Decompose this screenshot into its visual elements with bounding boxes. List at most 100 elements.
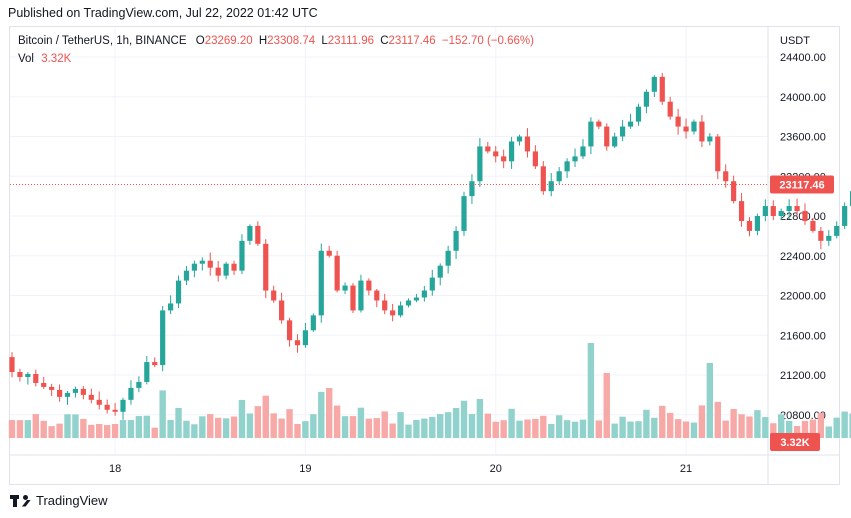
candle-body xyxy=(834,225,840,236)
volume-bar xyxy=(72,414,79,438)
volume-bar xyxy=(16,420,24,438)
volume-bar xyxy=(706,363,714,438)
legend-symbol: Bitcoin / TetherUS, 1h, BINANCE xyxy=(18,35,187,47)
volume-bar xyxy=(714,401,721,438)
legend-close-value: 23117.46 xyxy=(388,35,436,47)
volume-bar xyxy=(8,420,16,438)
volume-bar xyxy=(500,420,507,438)
volume-bar xyxy=(421,418,428,438)
volume-bar xyxy=(381,411,388,438)
volume-bar xyxy=(48,426,55,438)
volume-bar xyxy=(492,421,499,438)
candle-body xyxy=(72,388,79,393)
legend-low-label: L xyxy=(321,35,328,47)
volume-bar xyxy=(326,388,333,438)
chart-frame xyxy=(9,26,840,485)
volume-bar xyxy=(849,413,851,438)
volume-bar xyxy=(801,420,809,438)
volume-bar xyxy=(294,424,301,438)
volume-bar xyxy=(508,408,515,438)
candle-body xyxy=(477,146,483,182)
candle-body xyxy=(207,260,213,268)
volume-bar xyxy=(56,423,63,438)
candle-body xyxy=(152,362,158,366)
volume-bar xyxy=(119,419,127,438)
candle-body xyxy=(366,280,372,291)
volume-bar xyxy=(270,413,277,438)
candle-body xyxy=(588,121,594,147)
candle-body xyxy=(247,225,253,241)
legend-open-value: 23269.20 xyxy=(204,35,253,47)
candle-body xyxy=(255,225,261,244)
candle-body xyxy=(271,290,277,301)
candle-body xyxy=(191,263,197,271)
candle-body xyxy=(310,315,316,331)
candle-body xyxy=(596,121,602,127)
volume-bar xyxy=(389,423,396,438)
legend-change: −152.70 (−0.66%) xyxy=(441,35,534,47)
candle-body xyxy=(215,267,221,276)
volume-bar xyxy=(167,419,174,438)
candle-body xyxy=(580,146,586,157)
volume-bar xyxy=(825,426,832,438)
candle-body xyxy=(17,372,23,377)
volume-bar xyxy=(682,421,690,438)
volume-bar xyxy=(778,414,785,438)
candle-body xyxy=(715,136,721,172)
volume-bar xyxy=(397,412,404,438)
candle-body xyxy=(469,181,475,197)
volume-bar xyxy=(690,422,698,438)
candle-body xyxy=(485,146,491,152)
volume-bar xyxy=(595,420,603,438)
candle-body xyxy=(612,136,618,147)
candle-body xyxy=(778,211,784,216)
x-tick-label: 19 xyxy=(299,463,311,475)
candle-body xyxy=(199,260,205,264)
volume-bar xyxy=(88,424,95,438)
volume-bar xyxy=(318,391,325,438)
volume-bar xyxy=(199,416,206,438)
volume-bar xyxy=(484,413,491,438)
candle-body xyxy=(516,136,523,142)
candle-body xyxy=(421,290,427,298)
candle-body xyxy=(144,362,150,382)
volume-bar xyxy=(754,410,761,438)
y-tick-label: 21200.00 xyxy=(780,370,826,382)
y-tick-label: 22400.00 xyxy=(780,251,826,263)
candle-body xyxy=(382,300,388,311)
candle-body xyxy=(699,121,705,142)
candle-body xyxy=(302,330,309,346)
volume-bar xyxy=(207,414,214,438)
candle-body xyxy=(80,388,86,395)
candle-body xyxy=(294,340,301,346)
candle-body xyxy=(183,270,190,281)
volume-bar xyxy=(254,406,262,438)
volume-bar xyxy=(24,420,32,438)
candle-body xyxy=(56,389,63,397)
y-tick-label: 24000.00 xyxy=(780,92,826,104)
candle-body xyxy=(548,181,554,192)
last-volume-badge xyxy=(770,433,820,451)
last-price-label: 23117.46 xyxy=(779,179,824,191)
volume-bar xyxy=(444,412,452,438)
brand-name: TradingView xyxy=(36,493,108,508)
candle-body xyxy=(754,216,761,231)
candle-body xyxy=(128,387,134,400)
volume-bar xyxy=(548,423,555,438)
candle-body xyxy=(620,126,626,137)
x-tick-label: 18 xyxy=(109,463,121,475)
volume-bar xyxy=(64,414,71,438)
volume-bar xyxy=(238,399,246,438)
candle-body xyxy=(683,126,689,132)
volume-bar xyxy=(286,409,293,438)
volume-bar xyxy=(746,416,753,438)
candle-body xyxy=(723,171,729,182)
candle-body xyxy=(651,76,657,92)
tradingview-brand[interactable]: TradingView xyxy=(10,493,108,508)
candle-body xyxy=(794,206,800,212)
volume-legend: Vol 3.32K xyxy=(18,53,71,65)
candle-body xyxy=(405,300,412,306)
candle-body xyxy=(461,196,467,231)
candle-body xyxy=(49,386,55,390)
